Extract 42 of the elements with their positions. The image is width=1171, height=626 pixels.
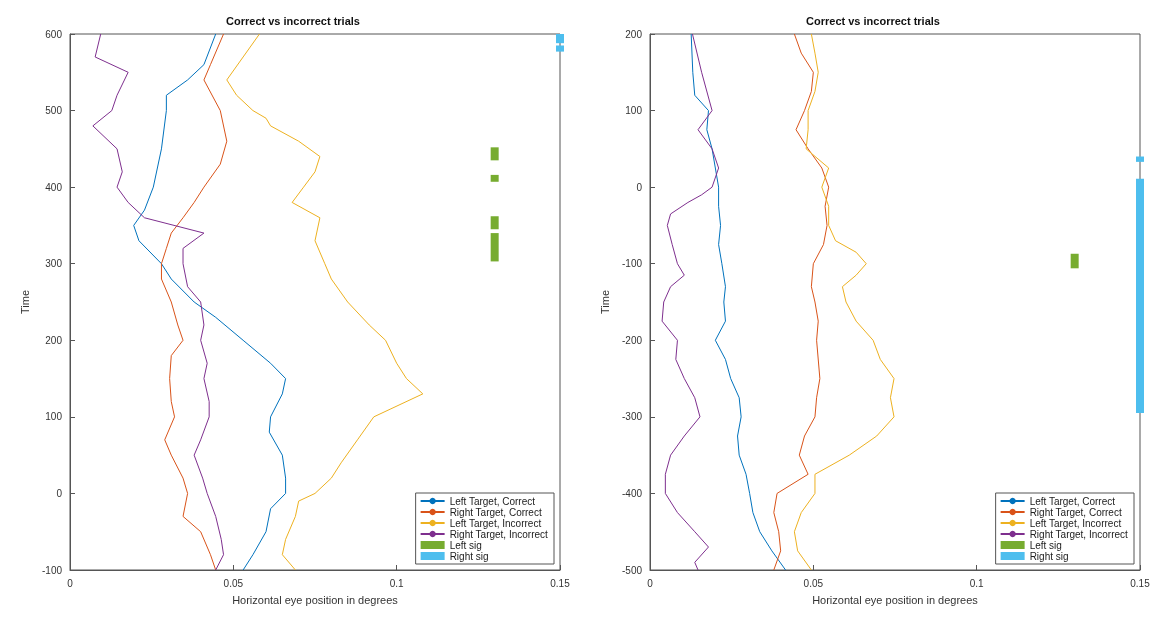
x-tick-label: 0.05: [803, 577, 824, 589]
y-tick-label: -100: [621, 258, 643, 270]
legend-label: Left Target, Correct: [449, 495, 536, 507]
legend-label: Right Target, Incorrect: [1029, 528, 1129, 540]
x-tick-label: 0: [647, 577, 654, 589]
y-tick-label: 200: [45, 334, 63, 346]
legend-label: Left sig: [449, 539, 482, 551]
y-tick-label: 0: [56, 487, 63, 499]
y-tick-label: 0: [636, 181, 643, 193]
y-tick-label: 100: [625, 105, 643, 117]
y-tick-label: 300: [45, 258, 63, 270]
legend-label: Right sig: [449, 550, 489, 562]
legend-label: Left Target, Correct: [1029, 495, 1116, 507]
x-axis-title: Horizontal eye position in degrees: [232, 593, 399, 606]
legend-label: Left Target, Incorrect: [1029, 517, 1122, 529]
x-tick-label: 0.15: [550, 577, 571, 589]
x-tick-label: 0.1: [389, 577, 405, 589]
legend-label: Left sig: [1029, 539, 1062, 551]
y-tick-label: 100: [45, 411, 63, 423]
legend-label: Right Target, Correct: [449, 506, 542, 518]
y-tick-label: -200: [621, 334, 643, 346]
x-tick-label: 0.15: [1130, 577, 1151, 589]
chart-title: Correct vs incorrect trials: [806, 14, 940, 27]
x-axis-title: Horizontal eye position in degrees: [812, 593, 979, 606]
legend-label: Right sig: [1029, 550, 1069, 562]
x-tick-label: 0: [67, 577, 74, 589]
y-tick-label: 500: [45, 105, 63, 117]
y-tick-label: -100: [41, 564, 63, 576]
x-tick-label: 0.1: [969, 577, 985, 589]
y-tick-label: 200: [625, 28, 643, 40]
legend-label: Left Target, Incorrect: [449, 517, 542, 529]
x-tick-label: 0.05: [223, 577, 244, 589]
chart-title: Correct vs incorrect trials: [226, 14, 360, 27]
y-axis-title: Time: [598, 289, 611, 315]
y-tick-label: 600: [45, 28, 63, 40]
y-axis-title: Time: [18, 289, 31, 315]
legend-label: Right Target, Correct: [1029, 506, 1122, 518]
legend-label: Right Target, Incorrect: [449, 528, 549, 540]
y-tick-label: 400: [45, 181, 63, 193]
y-tick-label: -300: [621, 411, 643, 423]
y-tick-label: -400: [621, 487, 643, 499]
y-tick-label: -500: [621, 564, 643, 576]
